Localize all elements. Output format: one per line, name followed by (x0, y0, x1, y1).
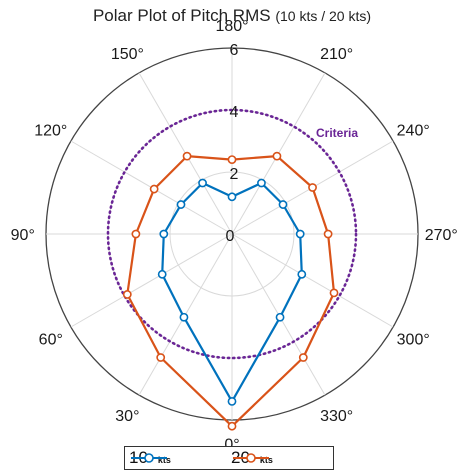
series-20-point-150 (182, 151, 192, 161)
series-20-point-60 (122, 290, 132, 299)
series-10-point-150 (198, 178, 207, 188)
legend: 10 kts 20 kts (124, 446, 334, 470)
grid-spoke-60 (70, 233, 233, 328)
criteria-label: Criteria (316, 126, 358, 140)
title-suffix: (10 kts / 20 kts) (275, 8, 372, 24)
legend-unit-20: kts (259, 454, 273, 465)
series-10-point-240 (278, 200, 288, 209)
theta-tick-90: 90° (11, 227, 35, 244)
theta-tick-120: 120° (34, 122, 67, 139)
r-tick-6: 6 (230, 42, 239, 59)
series-10-point-180 (227, 192, 237, 202)
series-10-point-210 (257, 178, 266, 188)
series-20-point-30 (156, 353, 166, 362)
series-20-point-330 (298, 353, 308, 362)
series-10-point-0 (227, 396, 237, 406)
legend-marker-20 (233, 453, 269, 463)
series-20-point-300 (329, 288, 339, 298)
series-10-point-330 (275, 312, 285, 322)
theta-tick-150: 150° (111, 46, 144, 63)
theta-tick-240: 240° (397, 122, 430, 139)
legend-unit-10: kts (157, 454, 171, 465)
series-20-point-0 (227, 421, 237, 431)
chart-title: Polar Plot of Pitch RMS (10 kts / 20 kts… (0, 6, 464, 26)
legend-item-20: 20 kts (231, 447, 273, 469)
r-tick-0: 0 (226, 228, 235, 245)
theta-tick-30: 30° (115, 408, 139, 425)
series-10-point-120 (176, 200, 186, 209)
theta-tick-270: 270° (425, 227, 458, 244)
series-20-point-240 (308, 183, 317, 192)
series-10-point-30 (179, 312, 189, 322)
theta-tick-330: 330° (320, 408, 353, 425)
series-20-point-90 (131, 229, 141, 239)
legend-marker-10 (131, 453, 167, 463)
grid-spoke-300 (231, 233, 394, 328)
title-main: Polar Plot of Pitch RMS (92, 6, 271, 25)
theta-tick-60: 60° (39, 332, 63, 349)
series-20-point-270 (323, 229, 333, 239)
series-10-point-270 (295, 229, 305, 239)
series-20-point-180 (227, 155, 237, 164)
series-10-point-90 (159, 229, 169, 239)
theta-tick-300: 300° (397, 332, 430, 349)
series-10-point-60 (157, 269, 167, 279)
series-20-point-120 (149, 184, 159, 194)
r-tick-4: 4 (230, 104, 239, 121)
theta-tick-210: 210° (320, 46, 353, 63)
legend-item-10: 10 kts (129, 447, 171, 469)
theta-tick-180: 180° (215, 18, 248, 35)
criteria-circle (106, 108, 358, 360)
r-tick-2: 2 (230, 166, 239, 183)
series-10-point-300 (297, 269, 307, 279)
series-20-point-210 (272, 151, 282, 161)
